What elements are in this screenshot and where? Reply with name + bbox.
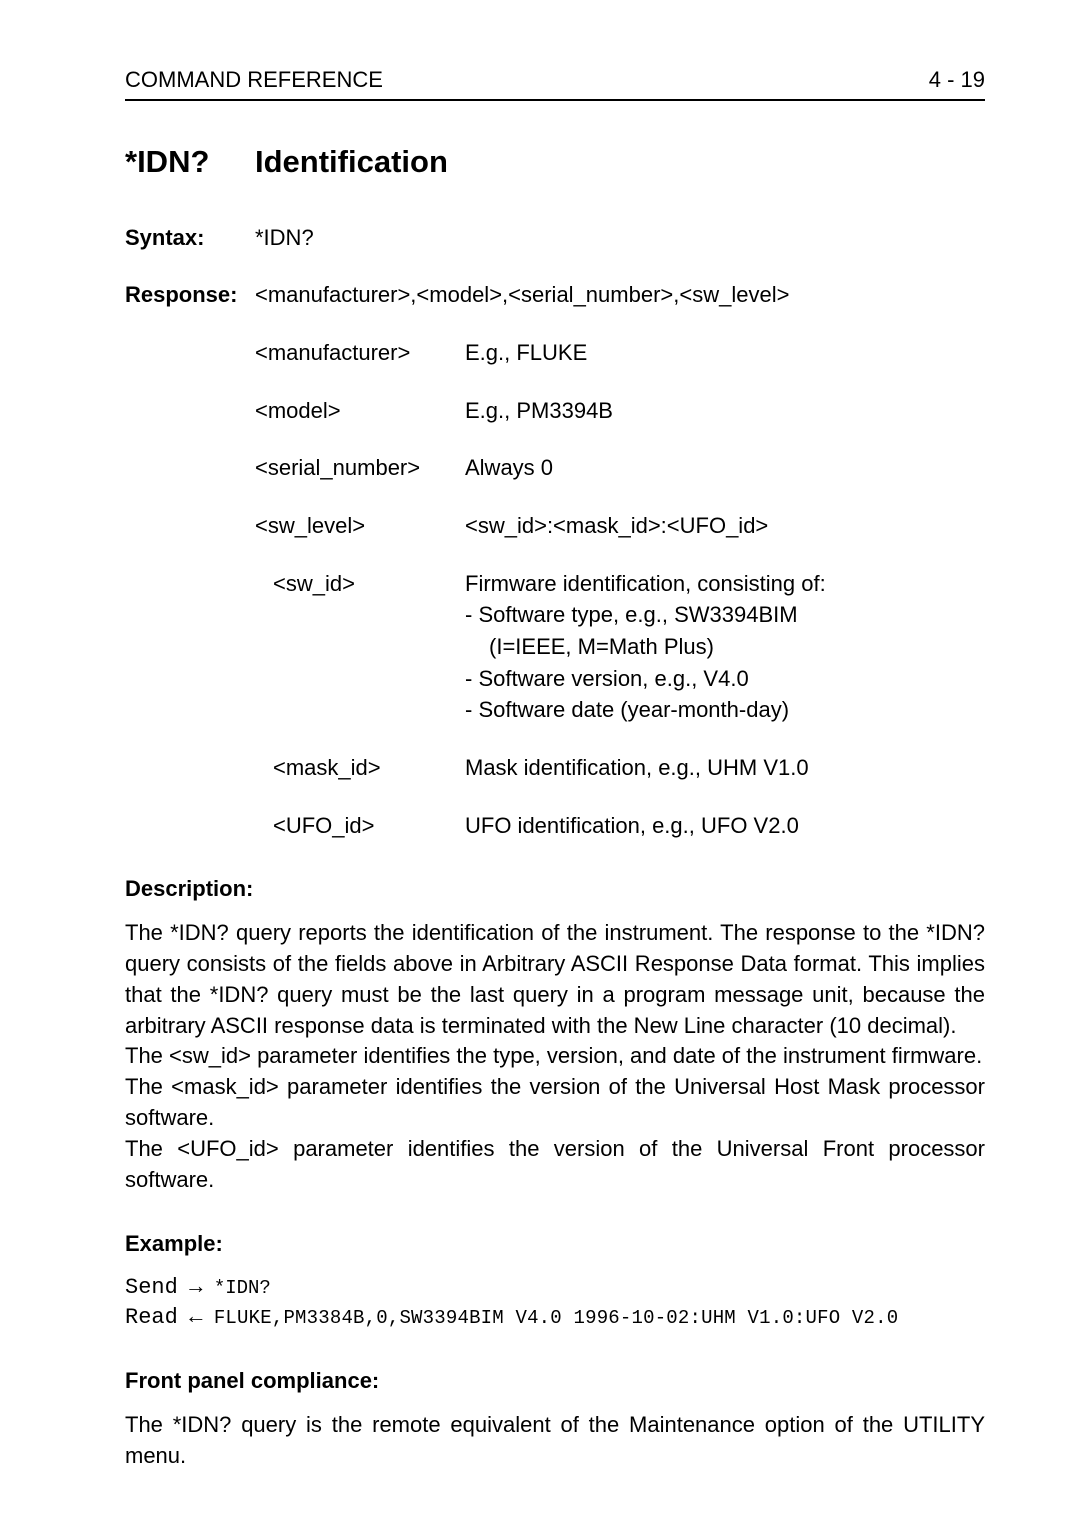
- response-content: <manufacturer>,<model>,<serial_number>,<…: [255, 280, 985, 840]
- param-row: <sw_level><sw_id>:<mask_id>:<UFO_id>: [255, 511, 985, 541]
- read-arrow: ←: [189, 1305, 202, 1330]
- syntax-value: *IDN?: [255, 223, 985, 253]
- page-header: COMMAND REFERENCE 4 - 19: [125, 65, 985, 101]
- param-desc-line: - Software type, e.g., SW3394BIM: [465, 600, 985, 630]
- response-row: Response: <manufacturer>,<model>,<serial…: [125, 280, 985, 840]
- param-row: <sw_id>Firmware identification, consisti…: [255, 569, 985, 725]
- description-p4: The <UFO_id> parameter identifies the ve…: [125, 1134, 985, 1196]
- param-desc-line: (I=IEEE, M=Math Plus): [465, 632, 985, 662]
- param-row: <mask_id>Mask identification, e.g., UHM …: [255, 753, 985, 783]
- send-command: *IDN?: [214, 1277, 271, 1299]
- front-panel-heading: Front panel compliance:: [125, 1366, 985, 1396]
- param-desc: E.g., PM3394B: [465, 396, 985, 426]
- send-arrow: →: [189, 1275, 202, 1300]
- command-title-row: *IDN? Identification: [125, 141, 985, 183]
- description-p1: The *IDN? query reports the identificati…: [125, 918, 985, 1041]
- description-heading: Description:: [125, 874, 985, 904]
- param-key: <sw_id>: [255, 569, 465, 725]
- param-key: <UFO_id>: [255, 811, 465, 841]
- syntax-label: Syntax:: [125, 223, 255, 253]
- param-desc: Firmware identification, consisting of:-…: [465, 569, 985, 725]
- command-name: *IDN?: [125, 141, 255, 183]
- description-body: The *IDN? query reports the identificati…: [125, 918, 985, 1195]
- param-desc: E.g., FLUKE: [465, 338, 985, 368]
- example-send-line: Send → *IDN?: [125, 1273, 985, 1303]
- param-key: <serial_number>: [255, 453, 465, 483]
- syntax-row: Syntax: *IDN?: [125, 223, 985, 253]
- param-row: <manufacturer>E.g., FLUKE: [255, 338, 985, 368]
- param-desc-line: - Software version, e.g., V4.0: [465, 664, 985, 694]
- param-desc: <sw_id>:<mask_id>:<UFO_id>: [465, 511, 985, 541]
- example-read-line: Read ← FLUKE,PM3384B,0,SW3394BIM V4.0 19…: [125, 1303, 985, 1333]
- description-p3: The <mask_id> parameter identifies the v…: [125, 1072, 985, 1134]
- response-format: <manufacturer>,<model>,<serial_number>,<…: [255, 280, 985, 310]
- command-title: Identification: [255, 141, 448, 183]
- front-panel-body: The *IDN? query is the remote equivalent…: [125, 1410, 985, 1472]
- read-response: FLUKE,PM3384B,0,SW3394BIM V4.0 1996-10-0…: [214, 1307, 899, 1329]
- send-label: Send: [125, 1275, 178, 1300]
- example-block: Send → *IDN? Read ← FLUKE,PM3384B,0,SW33…: [125, 1273, 985, 1332]
- param-desc: Mask identification, e.g., UHM V1.0: [465, 753, 985, 783]
- param-row: <UFO_id>UFO identification, e.g., UFO V2…: [255, 811, 985, 841]
- param-desc-line: - Software date (year-month-day): [465, 695, 985, 725]
- param-row: <model>E.g., PM3394B: [255, 396, 985, 426]
- param-desc-line: Firmware identification, consisting of:: [465, 569, 985, 599]
- param-table: <manufacturer>E.g., FLUKE<model>E.g., PM…: [255, 338, 985, 841]
- param-desc: Always 0: [465, 453, 985, 483]
- read-label: Read: [125, 1305, 178, 1330]
- param-row: <serial_number>Always 0: [255, 453, 985, 483]
- param-key: <model>: [255, 396, 465, 426]
- description-p2: The <sw_id> parameter identifies the typ…: [125, 1041, 985, 1072]
- param-key: <manufacturer>: [255, 338, 465, 368]
- param-key: <mask_id>: [255, 753, 465, 783]
- header-right: 4 - 19: [929, 65, 985, 95]
- param-key: <sw_level>: [255, 511, 465, 541]
- header-left: COMMAND REFERENCE: [125, 65, 383, 95]
- response-label: Response:: [125, 280, 255, 840]
- param-desc: UFO identification, e.g., UFO V2.0: [465, 811, 985, 841]
- example-heading: Example:: [125, 1229, 985, 1259]
- front-panel-text: The *IDN? query is the remote equivalent…: [125, 1410, 985, 1472]
